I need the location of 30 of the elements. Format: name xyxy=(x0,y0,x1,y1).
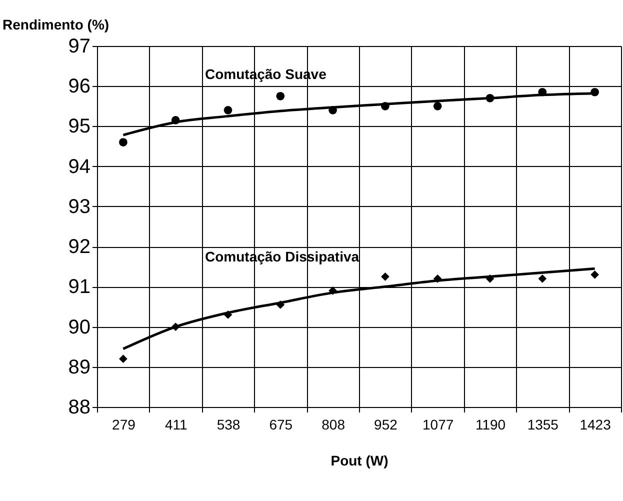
point xyxy=(433,102,442,110)
y-tick-label: 97 xyxy=(68,36,90,58)
x-tick-label: 808 xyxy=(322,416,346,432)
x-tick-label: 1190 xyxy=(475,416,506,432)
y-tick-label: 90 xyxy=(68,316,90,338)
y-tick-label: 91 xyxy=(68,276,90,298)
x-axis-title: Pout (W) xyxy=(330,452,388,468)
y-tick-label: 89 xyxy=(68,356,90,378)
x-tick-label: 538 xyxy=(216,416,240,432)
y-tick-label: 96 xyxy=(68,76,90,98)
x-tick-label: 675 xyxy=(269,416,293,432)
point xyxy=(276,92,285,100)
point xyxy=(590,270,599,279)
y-tick-label: 95 xyxy=(68,116,90,138)
point xyxy=(119,138,128,146)
x-tick-label: 411 xyxy=(164,416,188,432)
y-axis-title: Rendimento (%) xyxy=(2,16,110,32)
y-tick-label: 94 xyxy=(68,156,90,178)
x-tick-label: 279 xyxy=(112,416,136,432)
x-tick-label: 1355 xyxy=(527,416,559,432)
y-tick-label: 92 xyxy=(68,236,90,258)
y-tick-label: 88 xyxy=(68,396,90,418)
point xyxy=(538,274,547,283)
x-tick-label: 952 xyxy=(374,416,398,432)
y-tick-label: 93 xyxy=(68,196,90,218)
point xyxy=(381,272,390,281)
x-tick-label: 1077 xyxy=(422,416,454,432)
point xyxy=(119,354,128,364)
x-tick-label: 1423 xyxy=(580,416,612,432)
point xyxy=(224,106,232,114)
